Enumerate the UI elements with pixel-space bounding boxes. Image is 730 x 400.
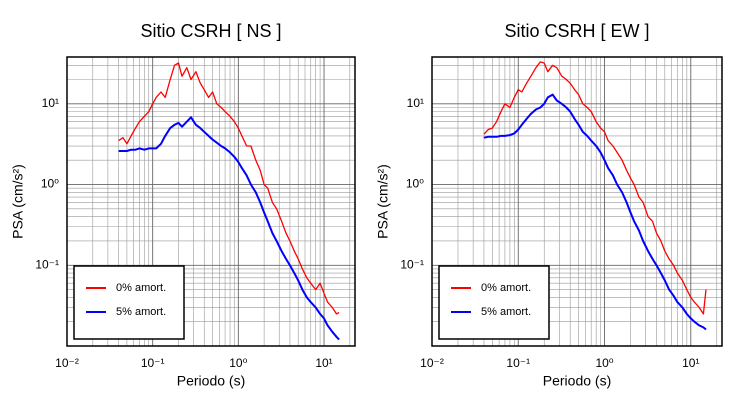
plot-frame <box>431 56 723 347</box>
x-axis-label: Periodo (s) <box>177 373 245 389</box>
chart-title: Sitio CSRH [ NS ] <box>140 21 281 41</box>
x-tick-label: 10⁻² <box>55 356 79 370</box>
y-tick-label: 10⁻¹ <box>400 257 424 271</box>
legend-box <box>438 265 550 340</box>
x-axis-label: Periodo (s) <box>543 373 611 389</box>
y-tick-label: 10⁰ <box>406 177 424 191</box>
chart-title: Sitio CSRH [ EW ] <box>504 21 649 41</box>
legend-label: 0% amort. <box>116 282 166 294</box>
x-tick-label: 10⁻¹ <box>141 356 165 370</box>
y-axis-label: PSA (cm/s²) <box>10 164 26 239</box>
y-tick-label: 10⁰ <box>41 177 59 191</box>
x-tick-label: 10¹ <box>682 356 699 370</box>
data-line <box>483 61 707 315</box>
x-tick-label: 10⁻¹ <box>506 356 530 370</box>
legend-label: 5% amort. <box>481 306 531 318</box>
plot-frame <box>66 56 356 347</box>
y-tick-label: 10¹ <box>407 96 424 110</box>
data-line <box>118 62 340 315</box>
y-tick-label: 10⁻¹ <box>35 257 59 271</box>
legend-label: 0% amort. <box>481 282 531 294</box>
data-line <box>118 116 340 341</box>
x-tick-label: 10⁰ <box>595 356 613 370</box>
legend-box <box>73 265 185 340</box>
y-tick-label: 10¹ <box>42 96 59 110</box>
y-axis-label: PSA (cm/s²) <box>375 164 391 239</box>
data-line <box>483 93 707 331</box>
x-tick-label: 10¹ <box>315 356 332 370</box>
x-tick-label: 10⁻² <box>420 356 444 370</box>
x-tick-label: 10⁰ <box>229 356 247 370</box>
legend-label: 5% amort. <box>116 306 166 318</box>
